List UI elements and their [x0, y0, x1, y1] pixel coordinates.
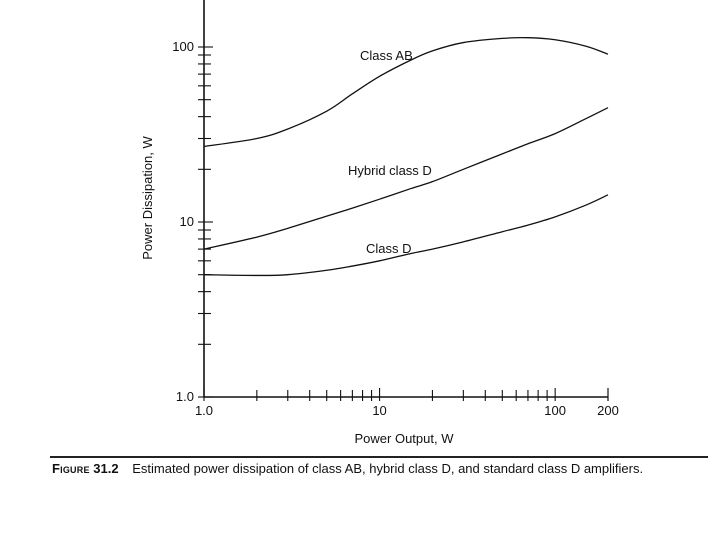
series-label-class-ab: Class AB	[360, 48, 413, 63]
x-tick-label: 1.0	[195, 403, 213, 418]
x-tick-label: 200	[597, 403, 619, 418]
power-dissipation-chart: 1.0 10 100 1.0 10 100 200 Power Output, W Powe…	[140, 0, 619, 446]
caption-rule	[50, 456, 708, 458]
y-tick-label: 10	[180, 214, 194, 229]
axis-ticks	[198, 46, 609, 401]
series-line-hybrid-class-d	[203, 107, 609, 250]
x-tick-label: 100	[544, 403, 566, 418]
series-label-hybrid-class-d: Hybrid class D	[348, 163, 432, 178]
series-label-class-d: Class D	[366, 241, 412, 256]
y-tick-label: 1.0	[176, 389, 194, 404]
figure-number: 31.2	[93, 461, 119, 476]
series-line-class-d	[203, 194, 609, 277]
series-line-class-ab	[203, 36, 609, 148]
x-tick-label: 10	[372, 403, 386, 418]
series-curves	[203, 36, 609, 277]
figure-caption: Figure 31.2 Estimated power dissipation …	[52, 461, 643, 476]
caption-text: Estimated power dissipation of class AB,…	[132, 461, 644, 476]
y-tick-label: 100	[172, 39, 194, 54]
tick-labels: 1.0 10 100 1.0 10 100 200	[172, 39, 619, 418]
figure-label: Figure	[52, 461, 90, 476]
x-axis-title: Power Output, W	[355, 431, 455, 446]
y-axis-title: Power Dissipation, W	[140, 136, 155, 260]
